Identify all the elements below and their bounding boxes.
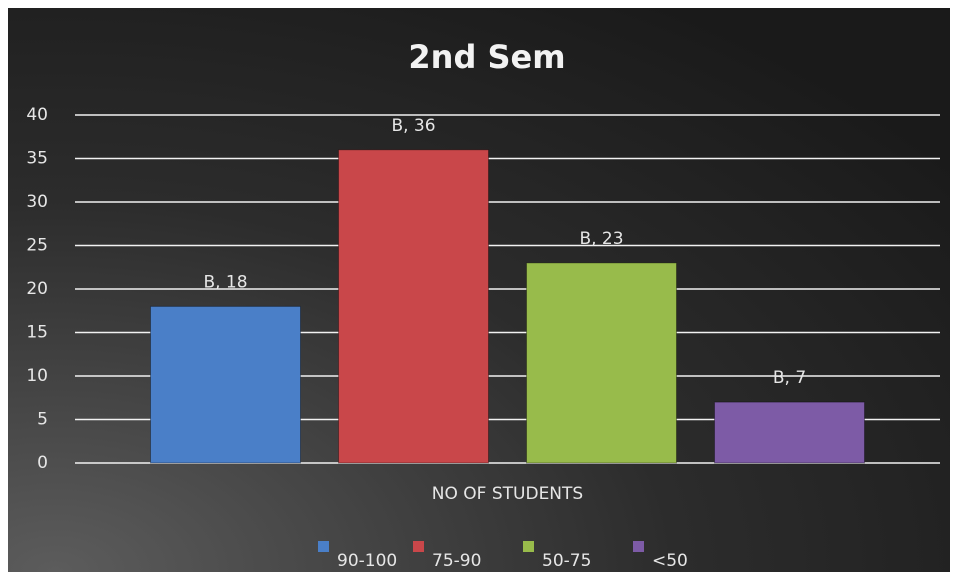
chart-title: 2nd Sem — [408, 38, 565, 76]
legend-swatch — [318, 541, 329, 552]
y-tick-label: 0 — [37, 453, 48, 473]
y-tick-label: 10 — [26, 366, 48, 386]
data-label: B, 18 — [203, 272, 247, 292]
legend-label: 90-100 — [337, 551, 397, 571]
data-label: B, 23 — [579, 229, 623, 249]
bar — [526, 262, 677, 464]
bar — [150, 305, 301, 464]
y-tick-label: 15 — [26, 323, 48, 343]
legend-swatch — [413, 541, 424, 552]
y-tick-label: 25 — [26, 236, 48, 256]
y-tick-label: 5 — [37, 410, 48, 430]
legend-label: <50 — [652, 551, 688, 571]
bar — [714, 401, 865, 464]
legend-swatch — [633, 541, 644, 552]
data-label: B, 7 — [773, 368, 806, 388]
legend-label: 50-75 — [542, 551, 591, 571]
y-tick-label: 20 — [26, 279, 48, 299]
y-tick-label: 30 — [26, 192, 48, 212]
legend-swatch — [523, 541, 534, 552]
x-tick-label: NO OF STUDENTS — [432, 484, 583, 504]
bar — [338, 149, 489, 464]
y-tick-label: 35 — [26, 149, 48, 169]
y-tick-label: 40 — [26, 105, 48, 125]
data-label: B, 36 — [391, 116, 435, 136]
legend-label: 75-90 — [432, 551, 481, 571]
